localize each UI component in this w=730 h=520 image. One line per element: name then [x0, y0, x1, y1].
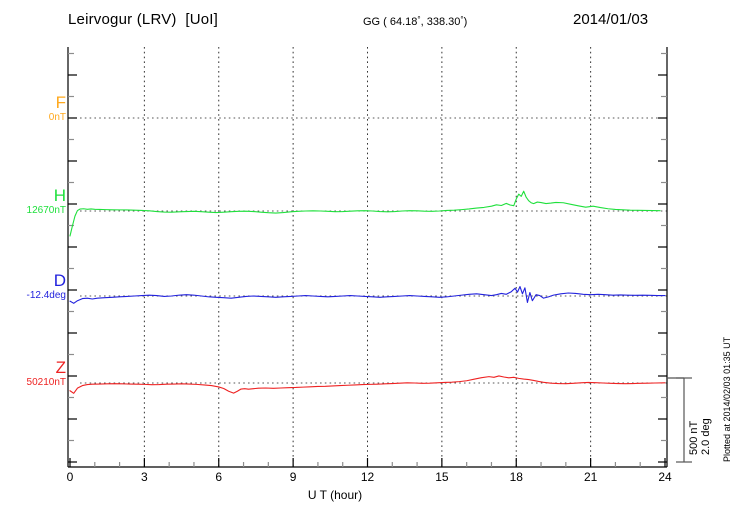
- page-title: Leirvogur (LRV) [UoI]: [68, 11, 219, 28]
- x-tick-label-6: 6: [215, 470, 223, 484]
- scale-bar: [667, 377, 692, 463]
- component-label-z: Z 50210nT: [0, 359, 66, 389]
- trace-z: [69, 375, 666, 394]
- degree-icon: °: [460, 15, 464, 24]
- component-letter-f: F: [55, 93, 66, 112]
- component-letter-z: Z: [55, 358, 66, 377]
- component-label-h: H 12670nT: [0, 187, 66, 217]
- component-label-d: D -12.4deg: [0, 272, 66, 302]
- x-tick-label-12: 12: [360, 470, 375, 484]
- component-label-f: F 0nT: [0, 94, 66, 124]
- baseline-layer: [80, 117, 667, 384]
- x-tick-label-9: 9: [289, 470, 297, 484]
- component-baseline-value-z: 50210nT: [26, 377, 66, 388]
- x-tick-label-18: 18: [509, 470, 523, 484]
- component-letter-h: H: [53, 186, 66, 205]
- grid-layer: [143, 47, 592, 467]
- component-baseline-value-f: 0nT: [48, 112, 66, 123]
- x-axis-title: U T (hour): [0, 488, 730, 502]
- geographic-coordinates: GG ( 64.18°, 338.30°): [363, 15, 467, 28]
- coords-mid: , 338.30: [420, 16, 461, 28]
- coords-suffix: ): [463, 16, 468, 28]
- degree-icon: °: [417, 15, 421, 24]
- component-baseline-value-d: -12.4deg: [26, 290, 66, 301]
- trace-layer: [69, 190, 666, 394]
- trace-d: [69, 285, 666, 304]
- trace-h: [69, 190, 661, 237]
- coords-prefix: GG ( 64.18: [363, 16, 418, 28]
- component-baseline-value-h: 12670nT: [26, 205, 66, 216]
- component-letter-d: D: [53, 271, 66, 290]
- x-tick-label-0: 0: [66, 470, 74, 484]
- x-tick-label-24: 24: [658, 470, 672, 484]
- axis-tick-layer: [68, 52, 667, 467]
- x-tick-label-21: 21: [583, 470, 598, 484]
- x-tick-label-3: 3: [141, 470, 148, 484]
- observation-date: 2014/01/03: [573, 11, 649, 28]
- x-tick-label-15: 15: [435, 470, 449, 484]
- x-axis-title-text: U T (hour): [307, 488, 363, 502]
